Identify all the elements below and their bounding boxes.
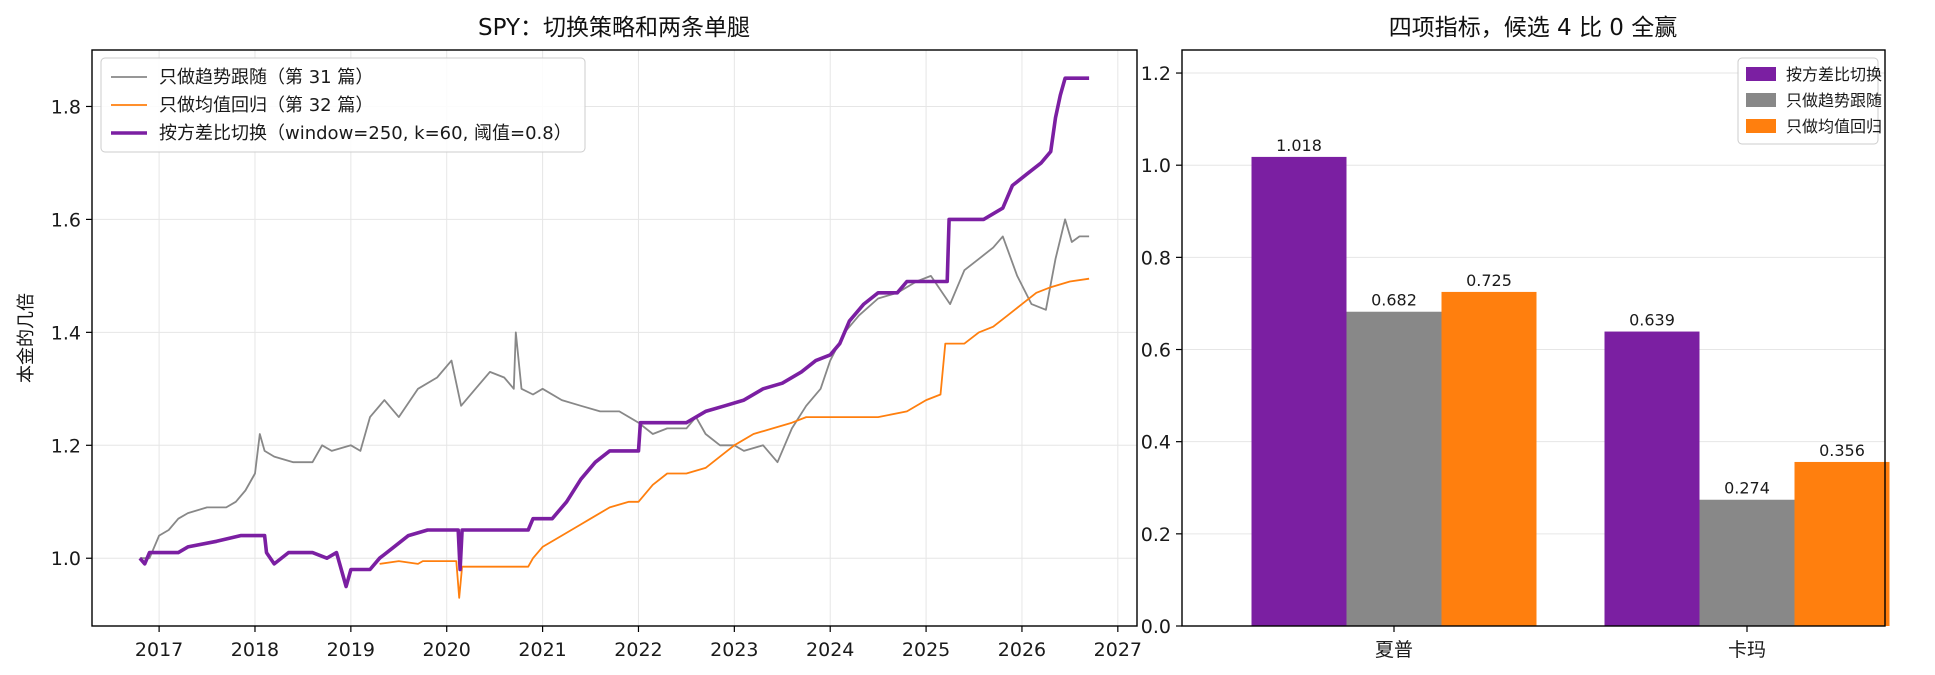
x-tick-label: 2025	[902, 639, 950, 661]
line-chart-grid	[92, 50, 1137, 626]
bar-value-label: 1.018	[1276, 136, 1322, 155]
series-line-meanrev	[379, 277, 1090, 599]
legend-swatch	[1746, 119, 1776, 133]
line-chart-series	[138, 76, 1090, 599]
bar-trend	[1699, 499, 1795, 626]
legend-label: 只做均值回归（第 32 篇）	[159, 95, 373, 116]
x-tick-label: 2027	[1094, 639, 1142, 661]
x-tick-label: 2022	[614, 639, 662, 661]
x-tick-label: 2017	[135, 639, 183, 661]
bar-chart-bars: 1.018 0.682 0.725 0.639 0.274 0.356	[1251, 136, 1890, 627]
series-line-switch	[138, 76, 1090, 589]
bar-meanrev	[1794, 461, 1890, 626]
series-line-trend	[139, 218, 1090, 560]
line-chart-title: SPY：切换策略和两条单腿	[478, 15, 750, 41]
x-tick-label: 2021	[518, 639, 566, 661]
bar-chart-ticks: 0.0 0.2 0.4 0.6 0.8 1.0 1.2 夏普 卡玛	[1141, 63, 1766, 661]
line-chart-frame	[91, 49, 1138, 627]
y-tick-label: 1.0	[51, 548, 81, 570]
line-chart-ticks: 2017 2018 2019 2020 2021 2022 2023 2024 2025 2026…	[51, 96, 1142, 661]
y-tick-label: 1.4	[51, 322, 81, 344]
y-tick-label: 1.2	[51, 435, 81, 457]
legend-swatch	[1746, 93, 1776, 107]
legend-label: 按方差比切换（window=250, k=60, 阈值=0.8）	[159, 123, 572, 144]
x-tick-label: 2023	[710, 639, 758, 661]
y-tick-label: 0.0	[1141, 616, 1171, 638]
bar-switch	[1604, 331, 1700, 626]
x-tick-label: 2024	[806, 639, 854, 661]
y-tick-label: 0.2	[1141, 524, 1171, 546]
line-chart-ylabel: 本金的几倍	[16, 293, 37, 383]
y-tick-label: 0.6	[1141, 340, 1171, 362]
bar-chart-frame	[1181, 49, 1886, 627]
legend-label: 只做均值回归	[1786, 117, 1882, 136]
x-tick-label: 2026	[998, 639, 1046, 661]
bar-switch	[1251, 156, 1347, 627]
bar-value-label: 0.274	[1724, 479, 1770, 498]
legend-label: 只做趋势跟随（第 31 篇）	[159, 67, 373, 88]
bar-chart-title: 四项指标，候选 4 比 0 全赢	[1389, 15, 1678, 41]
bar-meanrev	[1441, 291, 1537, 626]
x-tick-label: 2019	[327, 639, 375, 661]
bar-value-label: 0.725	[1466, 271, 1512, 290]
x-tick-label: 夏普	[1375, 639, 1413, 661]
bar-trend	[1346, 311, 1442, 626]
legend-label: 只做趋势跟随	[1786, 91, 1882, 110]
y-tick-label: 0.8	[1141, 247, 1171, 269]
y-tick-label: 1.8	[51, 96, 81, 118]
y-tick-label: 0.4	[1141, 432, 1171, 454]
legend-label: 按方差比切换	[1786, 65, 1882, 84]
line-chart-legend: 只做趋势跟随（第 31 篇） 只做均值回归（第 32 篇） 按方差比切换（windo…	[100, 57, 586, 153]
x-tick-label: 卡玛	[1728, 639, 1766, 661]
bar-value-label: 0.356	[1819, 441, 1865, 460]
y-tick-label: 1.6	[51, 209, 81, 231]
bar-value-label: 0.639	[1629, 311, 1675, 330]
y-tick-label: 1.2	[1141, 63, 1171, 85]
x-tick-label: 2020	[423, 639, 471, 661]
x-tick-label: 2018	[231, 639, 279, 661]
bar-value-label: 0.682	[1371, 291, 1417, 310]
y-tick-label: 1.0	[1141, 155, 1171, 177]
legend-swatch	[1746, 67, 1776, 81]
legend-box	[100, 57, 586, 153]
